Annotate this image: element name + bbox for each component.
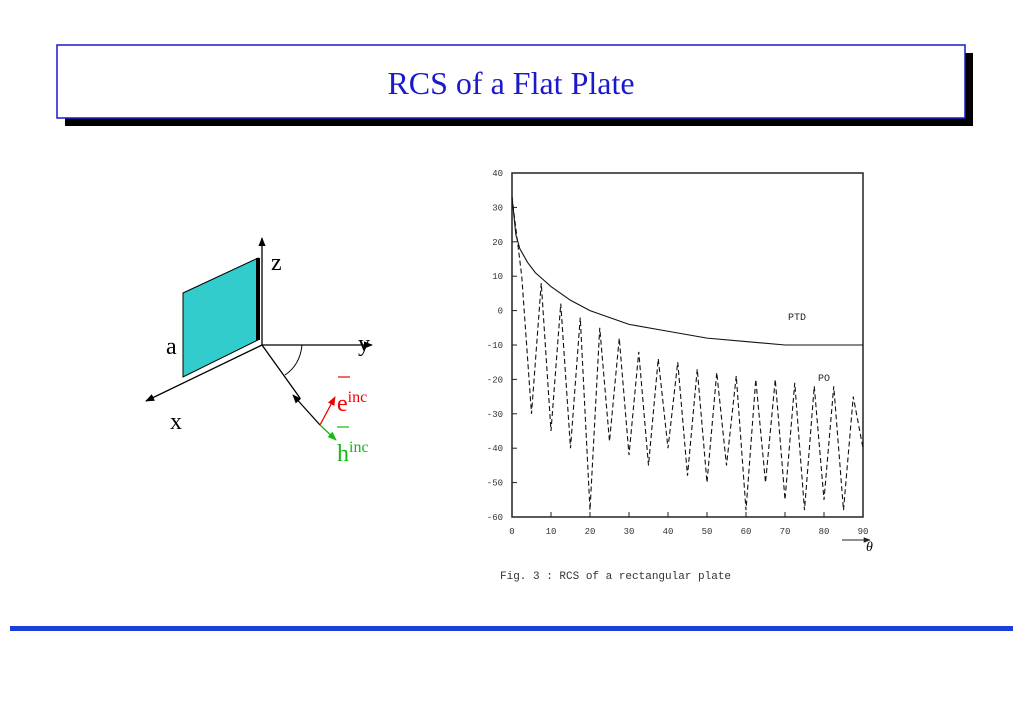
incidence-line xyxy=(261,344,301,399)
y-tick-label: -60 xyxy=(487,513,503,523)
slide-title: RCS of a Flat Plate xyxy=(387,65,634,101)
chart: θ Fig. 3 : RCS of a rectangular plate -6… xyxy=(487,169,873,583)
y-tick-label: 10 xyxy=(492,272,503,282)
x-tick-label: 40 xyxy=(663,527,674,537)
series-label: PO xyxy=(818,374,830,385)
x-tick-label: 60 xyxy=(741,527,752,537)
h-sup: inc xyxy=(349,439,369,456)
x-tick-label: 20 xyxy=(585,527,596,537)
series-line xyxy=(511,197,863,346)
y-tick-label: 30 xyxy=(492,203,503,213)
x-axis xyxy=(145,344,263,402)
e-label: einc xyxy=(337,389,367,417)
series-label: PTD xyxy=(788,313,806,324)
h-vector xyxy=(319,424,337,441)
plate xyxy=(182,257,259,378)
e-sup: inc xyxy=(348,389,368,406)
y-tick-label: 20 xyxy=(492,238,503,248)
angle-arc xyxy=(284,344,303,376)
a-label: a xyxy=(166,334,177,360)
h-base: h xyxy=(337,441,349,467)
diagram: z y a x einc hinc xyxy=(145,237,373,467)
y-tick-label: -30 xyxy=(487,410,503,420)
y-label: y xyxy=(358,331,370,357)
footer-rule xyxy=(10,626,1013,631)
e-vector xyxy=(319,396,336,426)
e-base: e xyxy=(337,391,348,417)
y-tick-label: 40 xyxy=(492,169,503,179)
x-tick-label: 30 xyxy=(624,527,635,537)
chart-caption: Fig. 3 : RCS of a rectangular plate xyxy=(500,571,731,583)
x-tick-label: 90 xyxy=(858,527,869,537)
y-tick-label: -50 xyxy=(487,479,503,489)
x-label: x xyxy=(170,409,182,435)
title-box xyxy=(56,44,966,119)
series-line xyxy=(511,197,864,511)
x-tick-label: 80 xyxy=(819,527,830,537)
k-vector xyxy=(292,394,321,426)
x-axis-label: θ xyxy=(866,540,873,555)
y-tick-label: -20 xyxy=(487,375,503,385)
x-tick-label: 50 xyxy=(702,527,713,537)
x-tick-label: 70 xyxy=(780,527,791,537)
x-tick-label: 0 xyxy=(509,527,514,537)
x-tick-label: 10 xyxy=(546,527,557,537)
y-tick-label: -10 xyxy=(487,341,503,351)
z-label: z xyxy=(271,250,282,276)
y-tick-label: 0 xyxy=(498,307,503,317)
h-label: hinc xyxy=(337,439,369,467)
y-tick-label: -40 xyxy=(487,444,503,454)
